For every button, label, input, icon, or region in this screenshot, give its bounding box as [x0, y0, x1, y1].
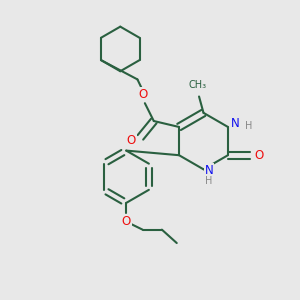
Text: H: H: [245, 122, 252, 131]
Text: O: O: [254, 149, 264, 162]
Text: N: N: [205, 164, 213, 177]
Text: CH₃: CH₃: [188, 80, 207, 90]
Text: O: O: [139, 88, 148, 101]
Text: O: O: [127, 134, 136, 147]
Text: N: N: [231, 118, 240, 130]
Text: O: O: [122, 215, 131, 228]
Text: H: H: [205, 176, 212, 186]
